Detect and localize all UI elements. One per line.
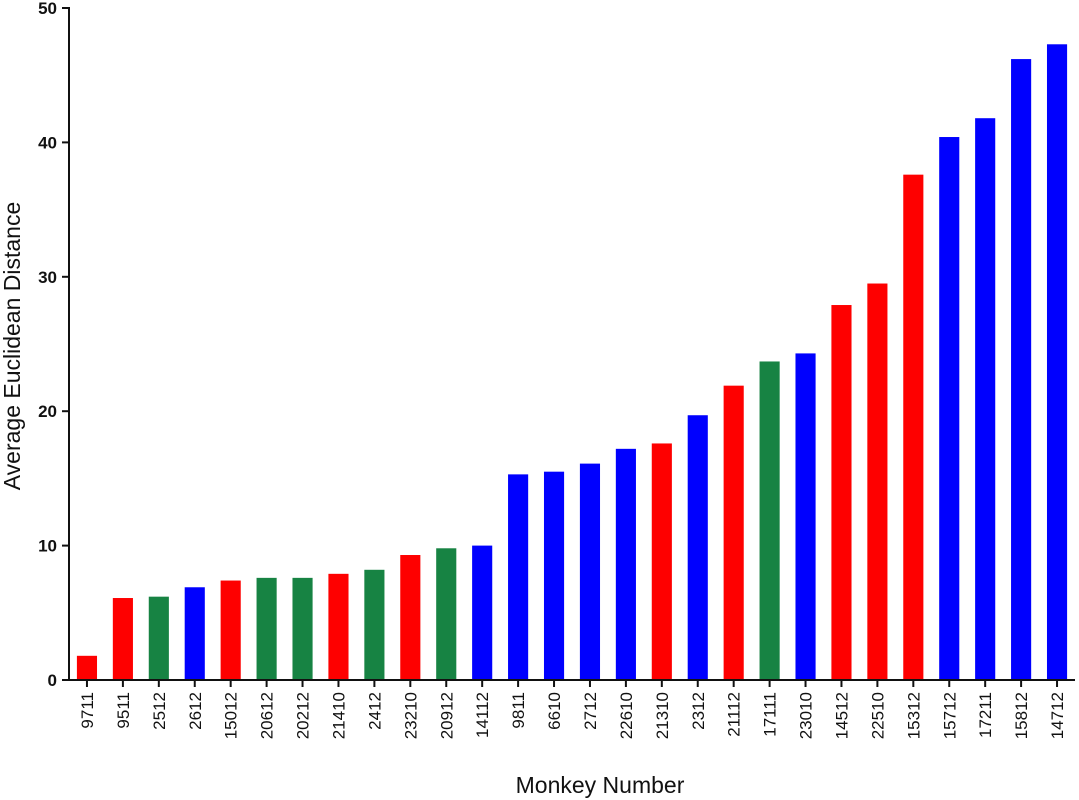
bar-23010 [795,353,816,680]
bar-2512 [148,596,169,680]
bar-9511 [112,598,133,680]
x-tick-label-15712: 15712 [940,692,959,739]
bar-9811 [508,474,529,680]
bar-23210 [400,555,421,680]
bar-21310 [651,443,672,680]
bar-17111 [759,361,780,680]
y-axis-title: Average Euclidean Distance [0,202,25,491]
bar-15812 [1011,59,1032,680]
bars-group [76,44,1068,681]
x-tick-label-21410: 21410 [329,692,348,739]
bar-15712 [939,137,960,681]
bar-20212 [292,577,313,680]
x-tick-label-2312: 2312 [689,692,708,730]
x-tick-label-20212: 20212 [294,692,313,739]
bar-15312 [903,174,924,680]
x-tick-label-9811: 9811 [509,692,528,729]
bar-20912 [436,548,457,680]
x-tick-label-2512: 2512 [150,692,169,730]
y-tick-label: 0 [48,671,57,690]
x-tick-label-23010: 23010 [797,692,816,739]
bar-2312 [687,415,708,680]
bar-21410 [328,573,349,680]
bar-17211 [975,118,996,680]
bar-6610 [543,471,565,680]
x-tick-label-23210: 23210 [401,692,420,739]
y-tick-label: 40 [38,133,57,152]
x-tick-label-15312: 15312 [904,692,923,739]
x-axis-ticks: 9711 9511 2512 2612 15012 20612 20212 21410 2412… [78,680,1067,739]
x-tick-label-2612: 2612 [186,692,205,730]
bar-2612 [184,587,205,680]
bar-21112 [723,385,744,680]
y-tick-label: 50 [38,0,57,18]
x-tick-label-9511: 9511 [114,692,133,729]
bar-2412 [364,569,385,680]
x-tick-label-22510: 22510 [868,692,887,739]
x-tick-label-15012: 15012 [222,692,241,739]
bar-22610 [615,448,636,680]
x-tick-label-22610: 22610 [617,692,636,739]
x-tick-label-9711: 9711 [78,692,97,729]
bar-22510 [867,283,888,680]
x-tick-label-15812: 15812 [1012,692,1031,739]
y-axis-ticks: 0 10 20 30 40 50 [38,0,69,690]
x-tick-label-17211: 17211 [976,692,995,738]
x-tick-label-20612: 20612 [258,692,277,739]
bar-14112 [472,545,493,680]
y-tick-label: 20 [38,402,57,421]
bar-20612 [256,577,277,680]
x-tick-label-2712: 2712 [581,692,600,730]
x-tick-label-14112: 14112 [473,692,492,738]
bar-15012 [220,580,241,680]
x-tick-label-6610: 6610 [545,692,564,730]
x-tick-label-21112: 21112 [725,692,744,737]
x-axis-title: Monkey Number [516,772,685,798]
x-tick-label-14712: 14712 [1048,692,1067,739]
x-tick-label-14512: 14512 [832,692,851,739]
x-tick-label-20912: 20912 [437,692,456,739]
bar-14512 [831,305,852,680]
bar-14712 [1046,44,1068,680]
x-tick-label-2412: 2412 [365,692,384,730]
x-tick-label-17111: 17111 [761,692,780,737]
bar-9711 [76,655,98,680]
x-tick-label-21310: 21310 [653,692,672,739]
y-tick-label: 30 [38,268,57,287]
bar-2712 [579,463,601,680]
y-tick-label: 10 [38,537,57,556]
